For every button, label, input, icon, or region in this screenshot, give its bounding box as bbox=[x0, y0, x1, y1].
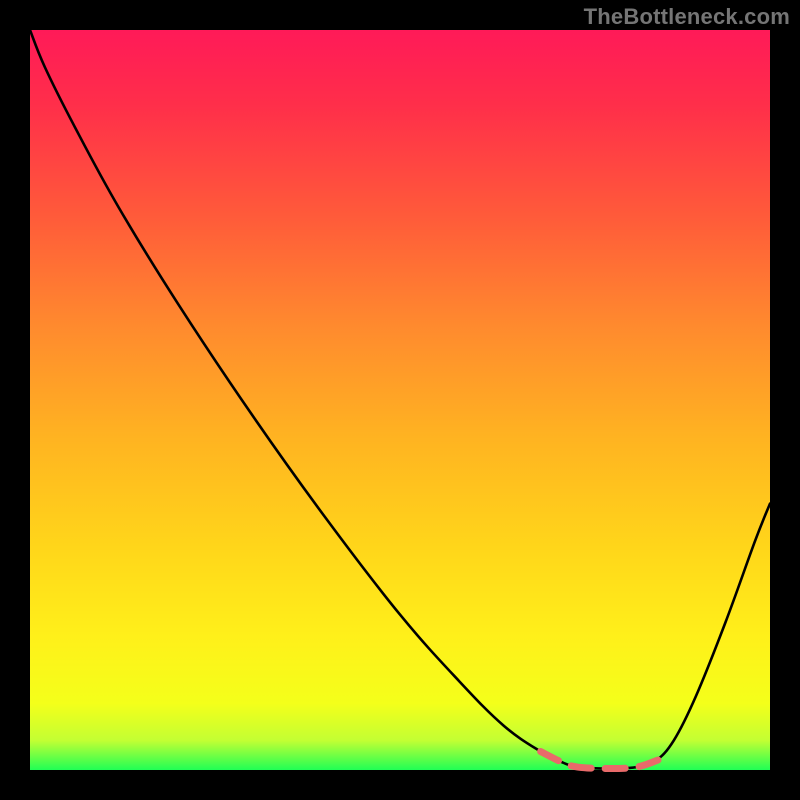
plot-background bbox=[30, 30, 770, 770]
watermark-label: TheBottleneck.com bbox=[584, 4, 790, 30]
bottleneck-chart bbox=[0, 0, 800, 800]
